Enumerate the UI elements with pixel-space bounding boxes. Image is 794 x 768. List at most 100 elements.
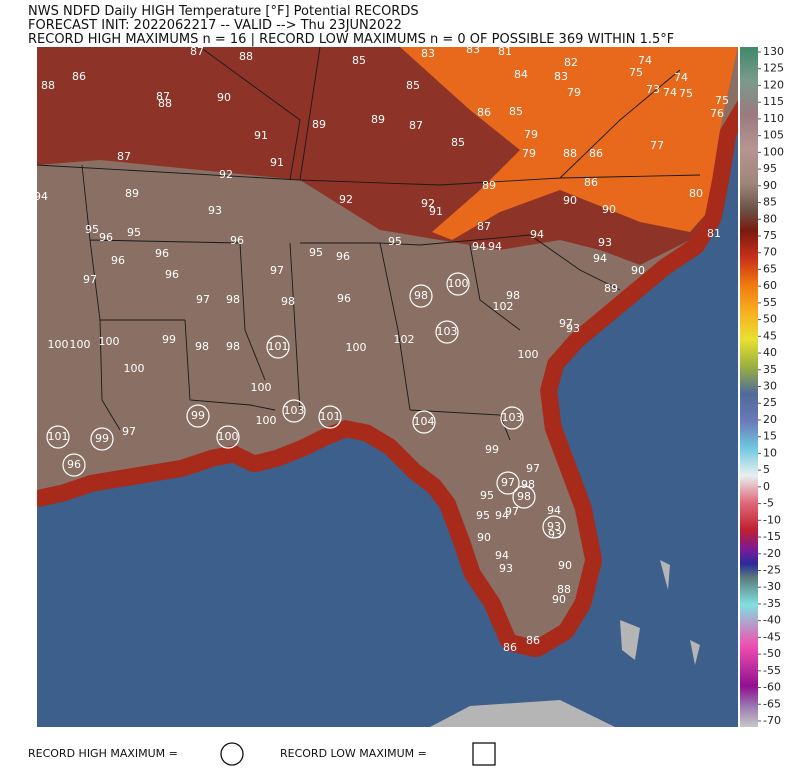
temperature-label: 89	[312, 118, 326, 131]
legend-label: RECORD LOW MAXIMUM =	[280, 747, 427, 760]
temperature-label: 86	[503, 641, 517, 654]
temperature-label: 93	[499, 562, 513, 575]
temperature-label: 100	[518, 348, 539, 361]
temperature-label: 97	[122, 425, 136, 438]
temperature-label: 90	[631, 264, 645, 277]
colorbar-tick-label: 85	[763, 196, 777, 209]
colorbar-tick-label: 70	[763, 246, 777, 259]
temperature-label: 98	[226, 340, 240, 353]
record-circle	[446, 272, 470, 296]
temperature-label: 86	[477, 106, 491, 119]
temperature-label: 98	[414, 289, 428, 302]
colorbar-tick-label: -45	[763, 630, 781, 643]
temperature-label: 86	[526, 634, 540, 647]
temperature-label: 79	[524, 128, 538, 141]
temperature-label: 89	[371, 113, 385, 126]
temperature-label: 95	[480, 489, 494, 502]
colorbar-tick-label: -55	[763, 664, 781, 677]
temperature-label: 93	[548, 528, 562, 541]
colorbar-tick-label: 0	[763, 480, 770, 493]
record-circle	[62, 453, 86, 477]
temperature-label: 90	[602, 203, 616, 216]
temperature-label: 94	[547, 504, 561, 517]
temperature-label: 98	[195, 340, 209, 353]
temperature-label: 90	[558, 559, 572, 572]
temperature-label: 98	[226, 293, 240, 306]
temperature-label: 83	[466, 43, 480, 56]
temperature-label: 94	[488, 240, 502, 253]
record-circle	[500, 406, 524, 430]
temperature-label: 104	[414, 415, 435, 428]
colorbar	[740, 47, 758, 727]
cuba	[430, 700, 615, 727]
record-circle	[266, 335, 290, 359]
temperature-label: 87	[117, 150, 131, 163]
header-line: RECORD HIGH MAXIMUMS n = 16 | RECORD LOW…	[28, 32, 674, 47]
temperature-label: 94	[34, 190, 48, 203]
colorbar-tick-label: -50	[763, 647, 781, 660]
temperature-label: 91	[429, 205, 443, 218]
colorbar-tick-label: 60	[763, 279, 777, 292]
temperature-label: 93	[566, 322, 580, 335]
temperature-label: 87	[409, 119, 423, 132]
temperature-label: 88	[41, 79, 55, 92]
record-circle	[216, 425, 240, 449]
temperature-label: 96	[155, 247, 169, 260]
temperature-label: 93	[208, 204, 222, 217]
record-circle	[282, 399, 306, 423]
temperature-label: 98	[506, 289, 520, 302]
temperature-label: 92	[421, 197, 435, 210]
temperature-label: 74	[663, 86, 677, 99]
temperature-label: 88	[239, 50, 253, 63]
temperature-label: 83	[421, 47, 435, 60]
temperature-label: 96	[67, 458, 81, 471]
colorbar-tick-label: 40	[763, 346, 777, 359]
temperature-label: 88	[563, 147, 577, 160]
temperature-label: 98	[521, 478, 535, 491]
colorbar-tick-label: -10	[763, 513, 781, 526]
temperature-label: 89	[604, 282, 618, 295]
colorbar-tick-label: -60	[763, 681, 781, 694]
colorbar-tick-label: 80	[763, 212, 777, 225]
temperature-label: 79	[567, 86, 581, 99]
temperature-label: 86	[584, 176, 598, 189]
temperature-label: 94	[495, 509, 509, 522]
temperature-label: 97	[270, 264, 284, 277]
temperature-label: 99	[191, 409, 205, 422]
temperature-label: 94	[472, 240, 486, 253]
record-circle	[90, 427, 114, 451]
record-circle	[496, 471, 520, 495]
colorbar-tick-label: 75	[763, 229, 777, 242]
colorbar-tick-label: 50	[763, 313, 777, 326]
temperature-label: 83	[554, 70, 568, 83]
temperature-label: 96	[336, 250, 350, 263]
temperature-label: 95	[127, 226, 141, 239]
temperature-label: 97	[196, 293, 210, 306]
colorbar-tick-label: 55	[763, 296, 777, 309]
record-circle	[412, 410, 436, 434]
colorbar-tick-label: -25	[763, 563, 781, 576]
colorbar-tick-label: 30	[763, 380, 777, 393]
temperature-label: 91	[270, 156, 284, 169]
temperature-label: 84	[514, 68, 528, 81]
temperature-label: 90	[563, 194, 577, 207]
temperature-label: 81	[707, 227, 721, 240]
temperature-label: 98	[281, 295, 295, 308]
temperature-label: 100	[251, 381, 272, 394]
temperature-label: 97	[83, 273, 97, 286]
colorbar-tick-label: -40	[763, 614, 781, 627]
temperature-label: 74	[674, 71, 688, 84]
colorbar-tick-label: 120	[763, 78, 784, 91]
temperature-label: 96	[337, 292, 351, 305]
colorbar-tick-label: -65	[763, 697, 781, 710]
temperature-label: 97	[526, 462, 540, 475]
temperature-label: 100	[448, 277, 469, 290]
temperature-label: 100	[48, 338, 69, 351]
temperature-label: 90	[477, 531, 491, 544]
temperature-label: 101	[48, 430, 69, 443]
colorbar-tick-label: -70	[763, 714, 781, 727]
temperature-label: 101	[320, 410, 341, 423]
colorbar-tick-label: 20	[763, 413, 777, 426]
temperature-label: 85	[509, 105, 523, 118]
